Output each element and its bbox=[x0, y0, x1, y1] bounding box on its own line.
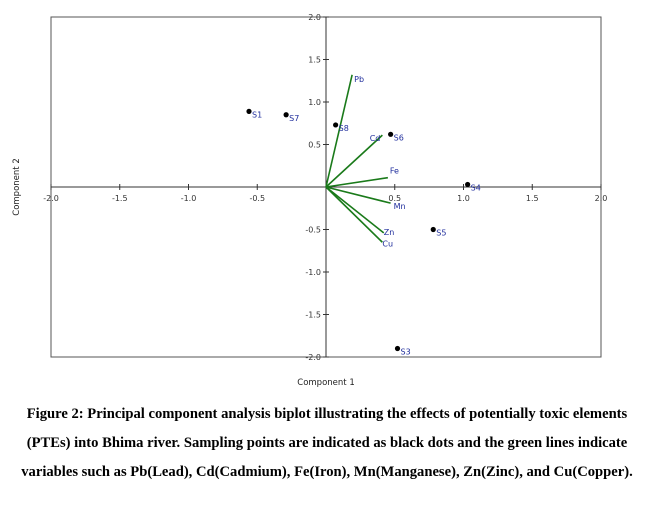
x-tick-label: 1.0 bbox=[457, 194, 470, 203]
figure-caption: Figure 2: Principal component analysis b… bbox=[21, 406, 633, 480]
x-tick-label: 0.5 bbox=[388, 194, 401, 203]
x-tick-label: 2.0 bbox=[595, 194, 608, 203]
y-tick-label: 1.0 bbox=[308, 98, 321, 107]
y-tick-label: -0.5 bbox=[305, 226, 321, 235]
loading-vector-fe bbox=[325, 176, 388, 188]
sample-point-s8 bbox=[333, 122, 339, 128]
biplot-chart: -2.0 -1.5 -1.0 -0.5 0.5 1.0 1.5 2.0 2.0 1.5 1.0 0.5… bbox=[12, 13, 608, 388]
vector-label-mn: Mn bbox=[394, 202, 406, 211]
x-tick-label: 1.5 bbox=[526, 194, 539, 203]
y-tick-label: 1.5 bbox=[308, 56, 321, 65]
x-tick-label: -2.0 bbox=[43, 194, 59, 203]
sample-label-s1: S1 bbox=[252, 110, 262, 119]
sample-point-s5 bbox=[430, 226, 436, 233]
sample-label-s8: S8 bbox=[339, 124, 349, 133]
y-tick-label: 2.0 bbox=[308, 13, 321, 22]
loading-vector-cu bbox=[325, 186, 383, 243]
loading-vector-pb bbox=[325, 74, 353, 188]
sample-point-s6 bbox=[388, 131, 394, 137]
y-tick-label: -2.0 bbox=[305, 353, 321, 362]
vector-label-cd: Cd bbox=[370, 134, 381, 143]
vector-label-zn: Zn bbox=[384, 228, 395, 237]
sample-point-s4 bbox=[465, 181, 471, 188]
y-tick-label: -1.0 bbox=[305, 268, 321, 277]
loading-vector-zn bbox=[325, 186, 385, 234]
sample-label-s6: S6 bbox=[394, 133, 404, 142]
x-axis-title: Component 1 bbox=[297, 378, 354, 388]
vector-label-cu: Cu bbox=[382, 239, 393, 248]
y-axis-title: Component 2 bbox=[12, 158, 22, 215]
vector-label-fe: Fe bbox=[390, 167, 399, 176]
x-tick-label: -0.5 bbox=[249, 194, 265, 203]
sample-label-s7: S7 bbox=[289, 114, 299, 123]
loading-vector-cd bbox=[325, 134, 383, 188]
y-tick-label: 0.5 bbox=[308, 141, 321, 150]
x-tick-label: -1.5 bbox=[112, 194, 128, 203]
sample-point-s7 bbox=[283, 112, 289, 118]
sample-point-s3 bbox=[394, 345, 401, 352]
sample-point-s1 bbox=[246, 108, 252, 114]
vector-label-pb: Pb bbox=[354, 75, 364, 84]
x-tick-label: -1.0 bbox=[181, 194, 197, 203]
y-tick-label: -1.5 bbox=[305, 311, 321, 320]
sample-label-s5: S5 bbox=[436, 229, 446, 238]
sample-label-s3: S3 bbox=[401, 348, 411, 357]
sample-label-s4: S4 bbox=[471, 183, 481, 192]
loading-vector-mn bbox=[325, 186, 391, 204]
